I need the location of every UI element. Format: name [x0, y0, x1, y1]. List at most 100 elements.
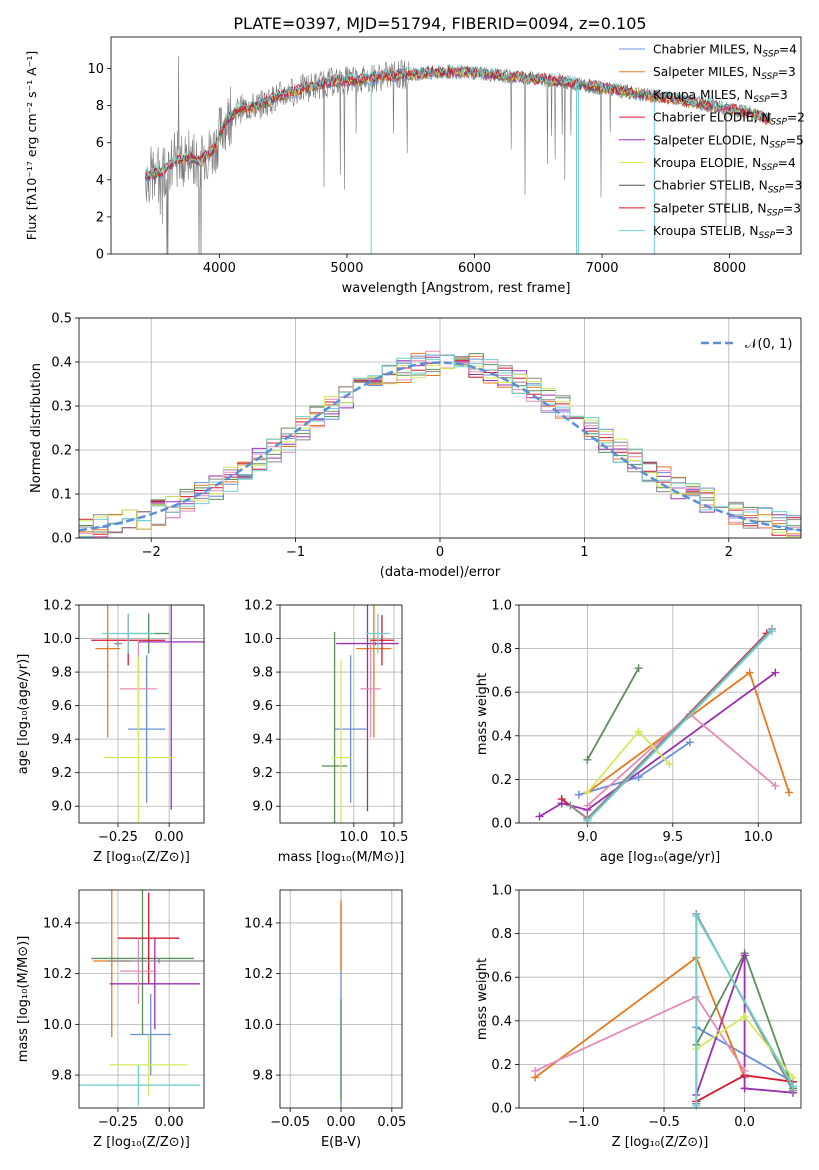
y-tick-label: 9.8: [51, 1069, 72, 1084]
mass-weight-marker: [740, 951, 749, 960]
mass-weight-marker: [535, 812, 544, 821]
y-tick-label: 10.0: [43, 1018, 72, 1033]
x-tick-label: −0.5: [648, 1115, 680, 1130]
axes-frame: [78, 317, 802, 539]
mass-weight-marker: [767, 627, 776, 636]
y-tick-label: 10: [87, 62, 104, 77]
spectrum-panel: 4000 5000 6000 7000 8000 0 2 4 6 8 10 wavelength [A…: [24, 36, 805, 296]
mass-weight-marker: [583, 755, 592, 764]
y-tick-label: 0.0: [51, 532, 72, 547]
mass-weight-line: [586, 671, 790, 794]
y-tick-label: 0.5: [51, 312, 72, 327]
y-tick-label: 9.0: [252, 800, 273, 815]
mass-weight-marker: [583, 788, 592, 797]
y-tick-label: 0.2: [491, 1058, 512, 1073]
legend-label: Kroupa ELODIE, NSSP=4: [653, 156, 796, 173]
mass-weight-marker: [665, 760, 674, 769]
mass-weight-marker: [531, 1066, 540, 1075]
z-mass-panel: −0.25 0.00 9.8 10.0 10.2 10.4 Z [log₁₀(Z/Z⊙)] m…: [16, 889, 205, 1150]
mass-weight-marker: [634, 664, 643, 673]
y-axis-label: mass weight: [475, 958, 490, 1040]
y-tick-label: 0.4: [51, 356, 72, 371]
mass-weight-marker: [583, 801, 592, 810]
x-tick-label: 5000: [330, 261, 363, 276]
mass-weight-marker: [740, 1012, 749, 1021]
y-tick-label: 9.8: [252, 666, 273, 681]
y-tick-label: 2: [96, 210, 104, 225]
mass-weight-marker: [692, 912, 701, 921]
mass-weight-marker: [685, 738, 694, 747]
x-axis-label: Z [log₁₀(Z/Z⊙)]: [612, 1135, 709, 1150]
x-tick-label: −1: [286, 545, 305, 560]
legend-label: Chabrier MILES, NSSP=4: [653, 43, 797, 60]
y-axis-label: mass [log₁₀(M/M⊙)]: [16, 936, 31, 1063]
x-tick-label: 8000: [713, 261, 746, 276]
mass-weight-marker: [634, 727, 643, 736]
legend-label: Salpeter STELIB, NSSP=3: [653, 201, 801, 218]
gaussian-reference-line: [78, 361, 802, 532]
residuals-panel: −2 −1 0 1 2 0.0 0.1 0.2 0.3 0.4 0.5 (data-model)/er…: [29, 312, 802, 580]
y-tick-label: 10.0: [244, 1018, 273, 1033]
residual-histogram: [79, 352, 801, 535]
legend-label: Chabrier ELODIE, NSSP=2: [653, 111, 805, 128]
mass-weight-line: [534, 995, 746, 1072]
y-tick-label: 9.0: [51, 800, 72, 815]
mass-weight-marker: [740, 1066, 749, 1075]
y-tick-label: 6: [96, 136, 104, 151]
x-axis-label: age [log₁₀(age/yr)]: [600, 850, 721, 865]
axes-frame: [518, 604, 802, 824]
y-tick-label: 10.4: [43, 916, 72, 931]
x-axis-label: mass [log₁₀(M/M⊙)]: [278, 850, 405, 865]
y-tick-label: 9.8: [252, 1069, 273, 1084]
legend-label: Salpeter MILES, NSSP=3: [653, 65, 796, 82]
y-tick-label: 10.4: [244, 916, 273, 931]
residual-histogram: [79, 354, 801, 538]
mass-weight-marker: [583, 816, 592, 825]
y-tick-label: 0.2: [491, 773, 512, 788]
axes-frame: [78, 604, 205, 824]
y-tick-label: 9.4: [51, 733, 72, 748]
mass-weight-marker: [566, 801, 575, 810]
x-axis-label: Z [log₁₀(Z/Z⊙)]: [93, 1135, 190, 1150]
y-tick-label: 10.2: [43, 599, 72, 614]
x-tick-label: 0.00: [327, 1115, 356, 1130]
mass-weight-marker: [634, 773, 643, 782]
y-axis-label: Normed distribution: [29, 363, 44, 493]
y-tick-label: 9.2: [252, 766, 273, 781]
y-tick-label: 9.8: [51, 666, 72, 681]
x-tick-label: −2: [142, 545, 161, 560]
z-age-panel: −0.25 0.00 9.0 9.2 9.4 9.6 9.8 10.0 10.2 Z [log₁₀…: [16, 599, 205, 865]
y-tick-label: 0: [96, 248, 104, 263]
y-tick-label: 9.6: [252, 699, 273, 714]
mass-weight-line: [534, 956, 746, 1079]
mass-age-panel: 10.0 10.5 9.0 9.2 9.4 9.6 9.8 10.0 10.2 mass [log…: [244, 599, 408, 866]
x-tick-label: 10.0: [744, 830, 773, 845]
x-tick-label: 1: [580, 545, 588, 560]
mass-weight-line: [695, 955, 793, 1096]
y-tick-label: 9.4: [252, 733, 273, 748]
x-axis-label: Z [log₁₀(Z/Z⊙)]: [93, 850, 190, 865]
y-tick-label: 9.2: [51, 766, 72, 781]
mass-weight-marker: [692, 1101, 701, 1110]
x-tick-label: 10.5: [379, 830, 408, 845]
x-tick-label: −1.0: [568, 1115, 600, 1130]
ebv-mass-panel: −0.05 0.00 0.05 9.8 10.0 10.2 10.4 E(B-V): [244, 889, 406, 1150]
y-tick-label: 0.8: [491, 642, 512, 657]
mass-weight-line: [569, 628, 773, 820]
x-tick-label: 0.00: [155, 830, 184, 845]
y-tick-label: 9.6: [51, 699, 72, 714]
y-tick-label: 10.0: [43, 632, 72, 647]
legend-label: Chabrier STELIB, NSSP=3: [653, 179, 802, 196]
axes-frame: [78, 889, 205, 1109]
mass-weight-marker: [771, 668, 780, 677]
y-tick-label: 0.3: [51, 400, 72, 415]
y-tick-label: 10.2: [244, 967, 273, 982]
x-tick-label: −0.25: [98, 830, 138, 845]
mass-weight-marker: [771, 781, 780, 790]
x-tick-label: 10.0: [339, 830, 368, 845]
y-tick-label: 0.8: [491, 927, 512, 942]
x-tick-label: −0.05: [270, 1115, 310, 1130]
mass-weight-line: [539, 671, 776, 818]
y-tick-label: 0.6: [491, 686, 512, 701]
